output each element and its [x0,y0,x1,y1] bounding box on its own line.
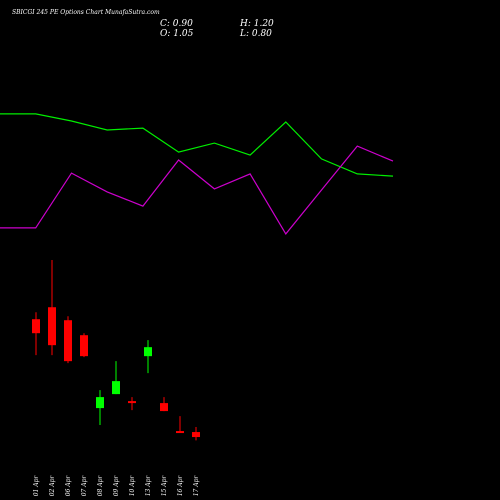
ohlc-label: C: 0.90 [160,19,193,29]
x-tick-label: 02 Apr [49,475,56,497]
x-tick-label: 13 Apr [145,475,152,497]
candle-body [80,335,88,357]
x-tick-label: 17 Apr [193,475,200,497]
x-tick-label: 01 Apr [33,475,40,497]
x-tick-label: 08 Apr [97,475,104,497]
candle-body [112,381,120,395]
x-tick-label: 07 Apr [81,475,88,497]
candle-body [32,319,40,334]
chart-title: SBICGI 245 PE Options Chart MunafaSutra.… [12,9,160,16]
x-tick-label: 06 Apr [65,475,72,497]
x-tick-label: 10 Apr [129,475,136,497]
candle-body [128,401,136,404]
candle-body [64,320,72,362]
ohlc-label: L: 0.80 [239,29,272,39]
x-tick-label: 15 Apr [161,475,168,497]
indicator-line [0,145,394,235]
candle-body [48,307,56,346]
candle-body [176,431,184,434]
ohlc-label: H: 1.20 [239,19,274,29]
candle-body [160,403,168,412]
candle-body [96,397,104,409]
ohlc-label: O: 1.05 [160,29,194,39]
indicator-line [0,113,394,177]
x-tick-label: 09 Apr [113,475,120,497]
x-tick-label: 16 Apr [177,475,184,497]
candle-body [192,432,200,438]
candle-body [144,347,152,357]
